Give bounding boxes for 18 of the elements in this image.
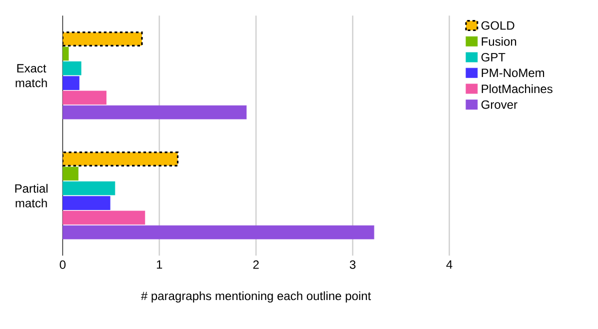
x-tick-label: 0 [60,260,66,269]
y-tick-label: Exact match [16,64,47,88]
x-axis-title: # paragraphs mentioning each outline point [140,291,371,303]
legend-label: PM-NoMem [482,68,544,78]
x-tick-label: 2 [253,260,259,269]
legend-label: PlotMachines [482,84,552,94]
x-tick-label: 4 [446,260,452,269]
legend-label: GPT [481,53,506,62]
legend-label: Grover [481,100,518,109]
legend-label: Fusion [482,36,516,46]
x-tick-label: 3 [350,260,356,269]
bar [62,152,179,166]
legend-label: GOLD [481,21,514,30]
x-tick-label: 1 [156,260,162,269]
bar [62,105,247,120]
y-tick-label: Partial match [15,184,48,208]
bar [62,32,143,46]
bar [62,225,374,240]
